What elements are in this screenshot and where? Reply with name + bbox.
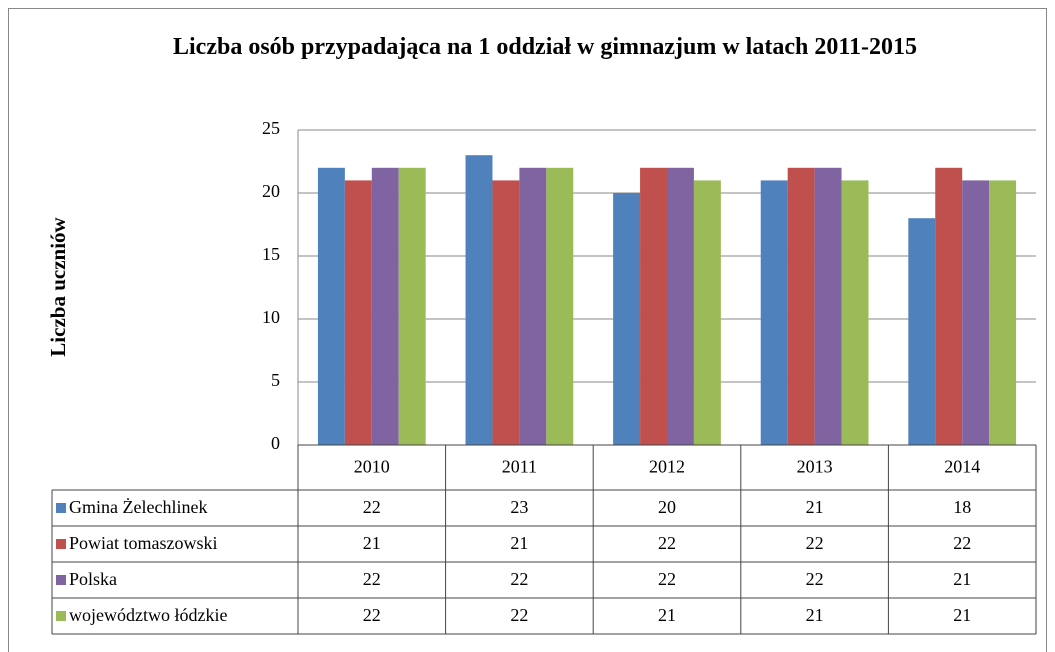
table-value: 21 [658, 605, 676, 625]
bar [962, 180, 990, 445]
bar [317, 167, 345, 446]
y-tick-label: 5 [271, 370, 280, 390]
table-value: 21 [953, 605, 971, 625]
title-box: Liczba osób przypadająca na 1 oddział w … [172, 34, 918, 60]
table-value: 20 [658, 497, 676, 517]
table-value: 21 [806, 497, 824, 517]
legend-label: województwo łódzkie [69, 605, 227, 625]
table-value: 22 [510, 605, 528, 625]
chart-title: Liczba osób przypadająca na 1 oddział w … [172, 34, 918, 60]
bar [519, 167, 547, 446]
table-value: 18 [953, 497, 971, 517]
y-tick-label: 0 [271, 433, 280, 453]
bar [693, 180, 721, 445]
table-value: 22 [953, 533, 971, 553]
y-tick-label: 25 [262, 118, 280, 138]
table-value: 21 [363, 533, 381, 553]
table-value: 21 [953, 569, 971, 589]
table-value: 22 [806, 569, 824, 589]
bar [908, 218, 936, 445]
bar [371, 167, 399, 446]
legend-label: Gmina Żelechlinek [69, 497, 207, 517]
x-tick-label: 2014 [944, 457, 980, 477]
table-value: 21 [806, 605, 824, 625]
bar [613, 193, 641, 445]
bar [760, 180, 788, 445]
table-value: 23 [510, 497, 528, 517]
x-tick-label: 2013 [797, 457, 833, 477]
legend-key [56, 611, 66, 621]
x-tick-label: 2012 [649, 457, 685, 477]
bar [398, 167, 426, 446]
bar [465, 155, 493, 445]
y-axis-label: Liczba uczniów [46, 216, 70, 356]
bar [787, 167, 815, 446]
legend-label: Polska [69, 569, 117, 589]
legend-key [56, 575, 66, 585]
bar [546, 167, 574, 446]
table-value: 22 [658, 569, 676, 589]
bar [667, 167, 694, 446]
y-tick-label: 10 [262, 307, 280, 327]
table-value: 21 [510, 533, 528, 553]
table-value: 22 [363, 605, 381, 625]
bar [492, 180, 520, 445]
x-tick-label: 2010 [354, 457, 390, 477]
bar [344, 180, 372, 445]
y-tick-label: 15 [262, 244, 280, 264]
bar [640, 167, 667, 446]
y-tick-label: 20 [262, 181, 280, 201]
x-tick-label: 2011 [502, 457, 537, 477]
bar [814, 167, 842, 446]
table-value: 22 [658, 533, 676, 553]
table-value: 22 [806, 533, 824, 553]
table-value: 22 [363, 497, 381, 517]
bar [841, 180, 869, 445]
table-value: 22 [510, 569, 528, 589]
chart-border [8, 8, 1047, 652]
bar [935, 167, 963, 446]
bar [989, 180, 1017, 445]
table-value: 22 [363, 569, 381, 589]
legend-label: Powiat tomaszowski [69, 533, 218, 553]
legend-key [56, 539, 66, 549]
legend-key [56, 503, 66, 513]
